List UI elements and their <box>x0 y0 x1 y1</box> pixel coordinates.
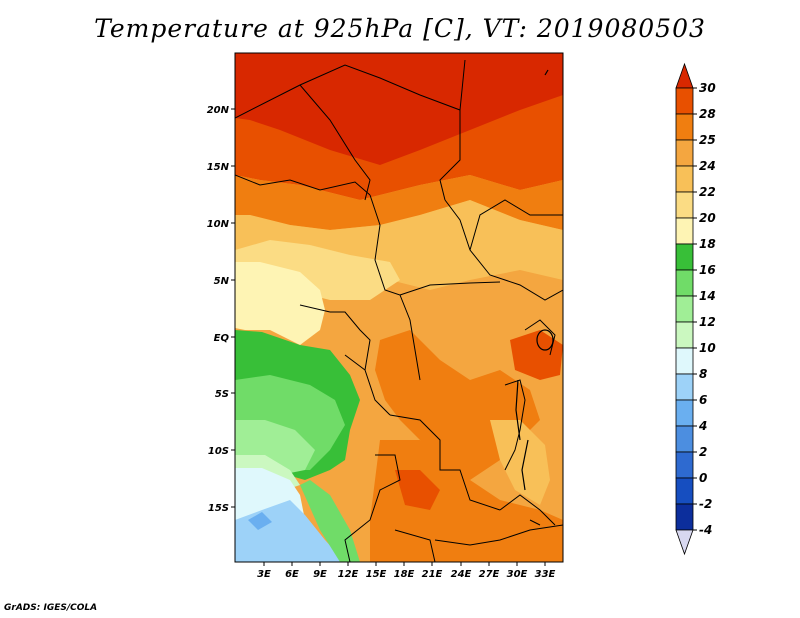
map-frame <box>234 52 564 563</box>
lon-label: 9E <box>313 569 327 580</box>
colorbar-swatch <box>675 451 694 479</box>
colorbar-swatch <box>675 321 694 349</box>
colorbar-swatch <box>675 399 694 427</box>
colorbar-label: 22 <box>699 185 716 199</box>
colorbar-label: 0 <box>699 471 707 485</box>
lat-label: 5S <box>215 389 229 400</box>
border-line <box>529 519 541 526</box>
lake <box>521 439 529 491</box>
colorbar-swatch <box>675 425 694 453</box>
band-25-north <box>235 175 563 230</box>
lat-label: 10S <box>208 446 229 457</box>
lake <box>544 69 549 76</box>
band-4 <box>248 512 272 530</box>
lon-label: 3E <box>257 569 271 580</box>
colorbar-top-arrow <box>675 62 694 89</box>
colorbar-label: 20 <box>699 211 716 225</box>
lat-label: EQ <box>214 333 230 344</box>
border-line <box>299 84 371 201</box>
border-line <box>399 281 501 296</box>
border-line <box>444 199 563 301</box>
colorbar-label: 8 <box>699 367 707 381</box>
band-22-southeast <box>490 420 550 505</box>
colorbar-swatch <box>675 217 694 245</box>
border-line <box>434 524 563 546</box>
band-22 <box>235 200 563 290</box>
colorbar-label: 30 <box>699 81 716 95</box>
colorbar-swatch <box>675 191 694 219</box>
colorbar-swatch <box>675 113 694 141</box>
border-line <box>499 494 556 526</box>
colorbar-label: 12 <box>699 315 716 329</box>
colorbar-swatch <box>675 347 694 375</box>
lat-axis: 20N 15N 10N 5N EQ 5S 10S 15S <box>207 105 235 514</box>
lat-label: 15S <box>208 503 229 514</box>
lon-label: 30E <box>507 569 528 580</box>
lat-label: 20N <box>207 105 230 116</box>
lon-label: 6E <box>285 569 299 580</box>
border-line <box>299 304 331 313</box>
colorbar-swatch <box>675 165 694 193</box>
lon-label: 12E <box>338 569 359 580</box>
border-line <box>469 199 563 251</box>
colorbar-swatch <box>675 87 694 115</box>
colorbar-swatch <box>675 295 694 323</box>
band-18 <box>235 262 325 345</box>
band-30 <box>235 53 563 165</box>
border-line <box>330 311 391 416</box>
colorbar-swatch <box>675 477 694 505</box>
colorbar-label: 6 <box>699 393 707 407</box>
colorbar-swatch <box>675 139 694 167</box>
colorbar-label: 14 <box>699 289 716 303</box>
colorbar-swatch <box>675 243 694 271</box>
band-28-east <box>510 330 563 380</box>
credit-text: GrADS: IGES/COLA <box>4 603 98 613</box>
colorbar-label: 2 <box>699 445 707 459</box>
border-line <box>344 454 401 562</box>
map-title: Temperature at 925hPa [C], VT: 201908050… <box>94 14 706 43</box>
colorbar-label: 25 <box>699 133 716 147</box>
band-28-patch <box>395 470 440 510</box>
country-borders <box>235 59 563 562</box>
border-line <box>394 529 436 562</box>
lat-label: 10N <box>207 219 230 230</box>
lakes <box>515 69 554 491</box>
lon-label: 27E <box>479 569 500 580</box>
colorbar-bottom-arrow <box>675 529 694 556</box>
border-line <box>439 110 461 201</box>
lake <box>536 329 554 351</box>
colorbar-label: 18 <box>699 237 716 251</box>
colorbar-label: 10 <box>699 341 716 355</box>
colorbar-label: 4 <box>698 419 707 433</box>
colorbar-swatch <box>675 373 694 401</box>
lake <box>515 379 521 441</box>
border-line <box>344 354 366 371</box>
colorbar-label: 16 <box>699 263 716 277</box>
lon-label: 24E <box>451 569 472 580</box>
colorbar-label: 24 <box>699 159 716 173</box>
lat-label: 5N <box>214 276 230 287</box>
lon-axis: 3E 6E 9E 12E 15E 18E 21E 24E 27E 30E 33E <box>257 562 556 580</box>
temperature-field <box>235 53 563 562</box>
border-line <box>235 174 371 196</box>
lon-label: 18E <box>394 569 415 580</box>
border-line <box>369 194 421 381</box>
colorbar-label: 28 <box>699 107 716 121</box>
colorbar-label: -4 <box>699 523 712 537</box>
border-line <box>389 414 501 511</box>
lat-label: 15N <box>207 162 230 173</box>
colorbar-swatch <box>675 503 694 531</box>
colorbar-swatch <box>675 269 694 297</box>
colorbar-label: -2 <box>699 497 712 511</box>
lon-label: 33E <box>535 569 556 580</box>
lon-label: 21E <box>422 569 443 580</box>
lon-label: 15E <box>366 569 387 580</box>
